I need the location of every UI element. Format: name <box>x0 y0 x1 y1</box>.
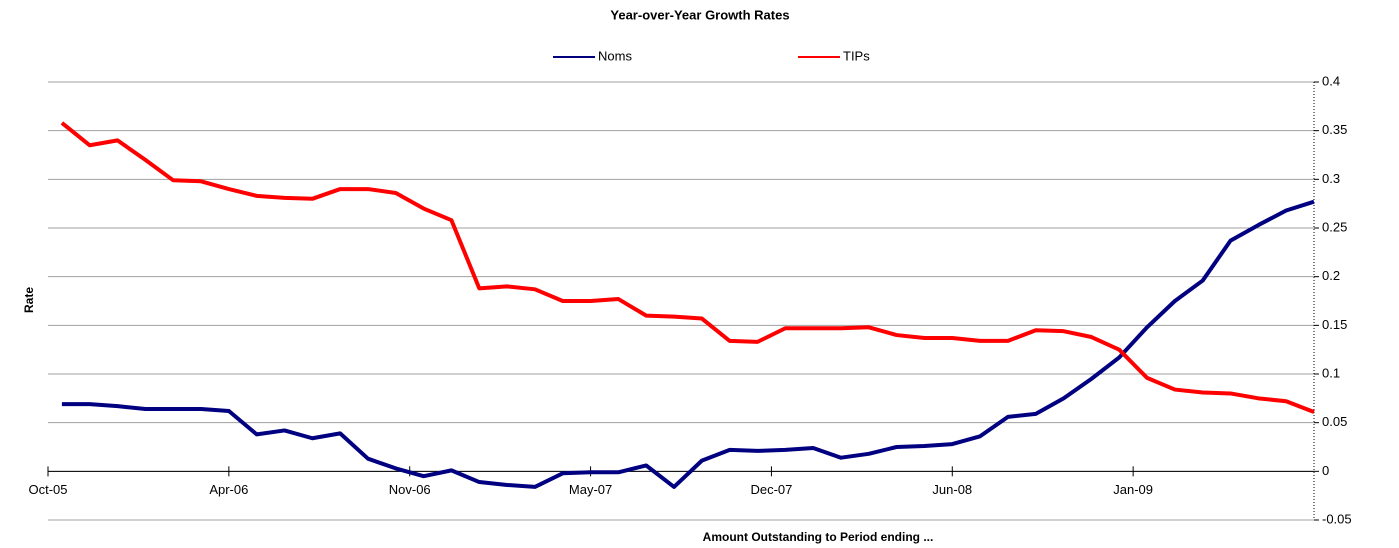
x-tick-label: Dec-07 <box>750 482 792 497</box>
y-tick-label: 0.4 <box>1322 73 1340 88</box>
y-tick-label: 0.1 <box>1322 365 1340 380</box>
y-tick-label: -0.05 <box>1322 511 1352 526</box>
x-tick-label: Apr-06 <box>209 482 248 497</box>
x-tick-label: May-07 <box>569 482 612 497</box>
x-tick-label: Jan-09 <box>1113 482 1153 497</box>
y-tick-label: 0.35 <box>1322 122 1347 137</box>
legend-label: TIPs <box>843 48 870 63</box>
y-tick-label: 0.05 <box>1322 414 1347 429</box>
legend-label: Noms <box>598 48 632 63</box>
y-axis-label: Rate <box>22 287 36 313</box>
chart-title: Year-over-Year Growth Rates <box>610 7 789 22</box>
y-tick-label: 0.25 <box>1322 219 1347 234</box>
x-tick-label: Oct-05 <box>28 482 67 497</box>
series-line <box>60 121 1315 414</box>
x-tick-label: Jun-08 <box>932 482 972 497</box>
y-tick-label: 0.3 <box>1322 171 1340 186</box>
y-tick-label: 0.2 <box>1322 268 1340 283</box>
series-line <box>61 199 1315 489</box>
x-tick-label: Nov-06 <box>389 482 431 497</box>
x-axis-label: Amount Outstanding to Period ending ... <box>703 530 934 544</box>
y-tick-label: 0.15 <box>1322 317 1347 332</box>
y-tick-label: 0 <box>1322 463 1329 478</box>
